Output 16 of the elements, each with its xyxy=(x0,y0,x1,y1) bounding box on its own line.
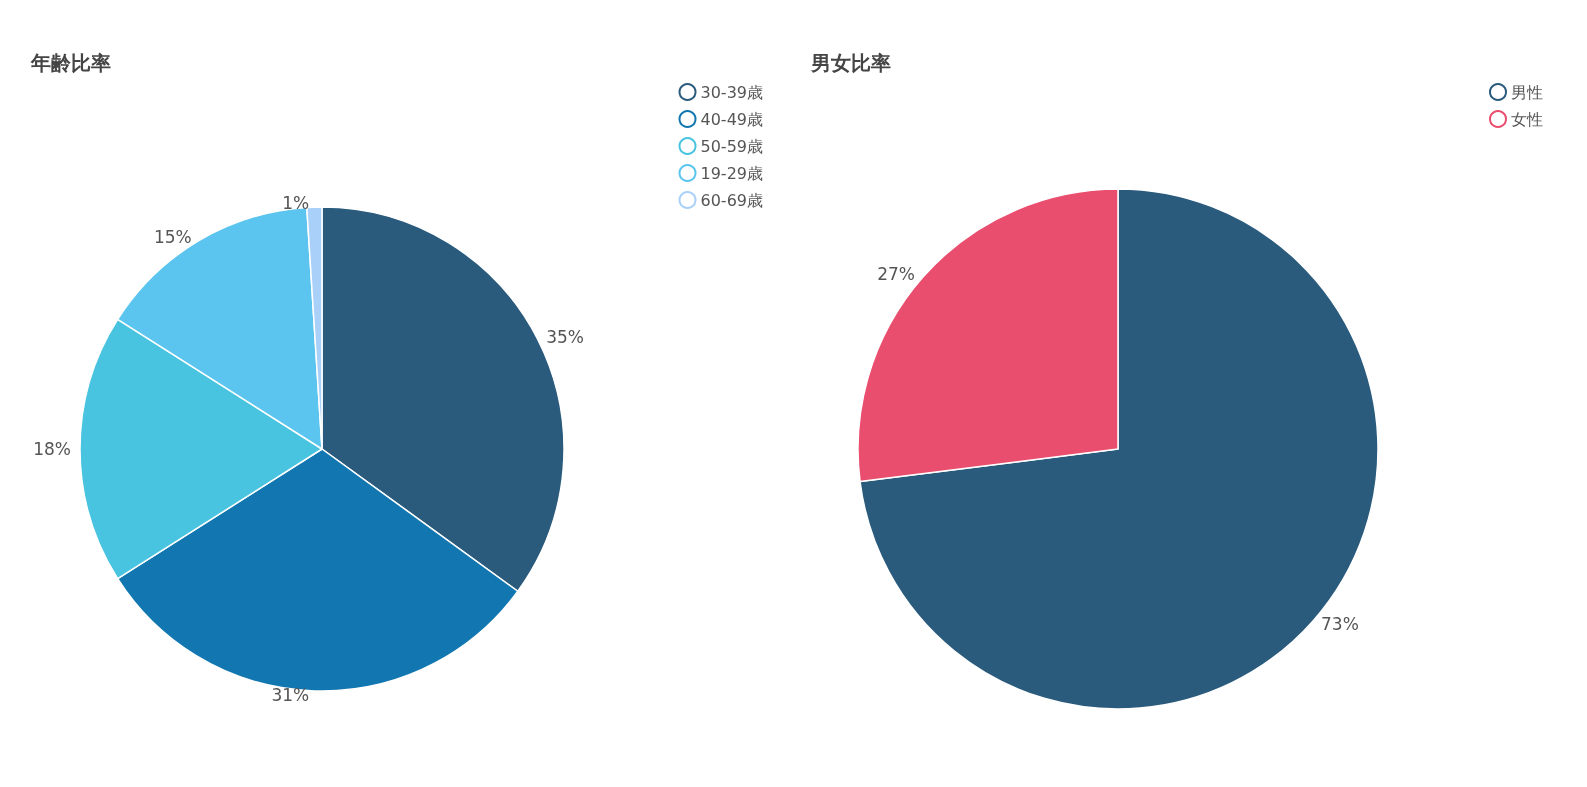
legend-label: 19-29歳 xyxy=(700,163,764,183)
data-label: 35% xyxy=(546,327,584,348)
legend-label: 60-69歳 xyxy=(700,190,764,210)
legend-label: 女性 xyxy=(1511,109,1543,129)
data-label: 31% xyxy=(271,684,310,705)
data-label: 1% xyxy=(282,193,310,214)
data-label: 15% xyxy=(153,227,192,248)
data-label: 27% xyxy=(877,264,915,285)
chart-title: 年齢比率 xyxy=(30,51,111,75)
legend-label: 30-39歳 xyxy=(700,82,764,102)
data-label: 73% xyxy=(1321,613,1359,634)
data-label: 18% xyxy=(33,439,71,459)
chart-title: 男女比率 xyxy=(810,51,891,75)
legend-label: 50-59歳 xyxy=(700,136,764,156)
legend-label: 男性 xyxy=(1511,82,1543,102)
legend-label: 40-49歳 xyxy=(700,109,764,129)
